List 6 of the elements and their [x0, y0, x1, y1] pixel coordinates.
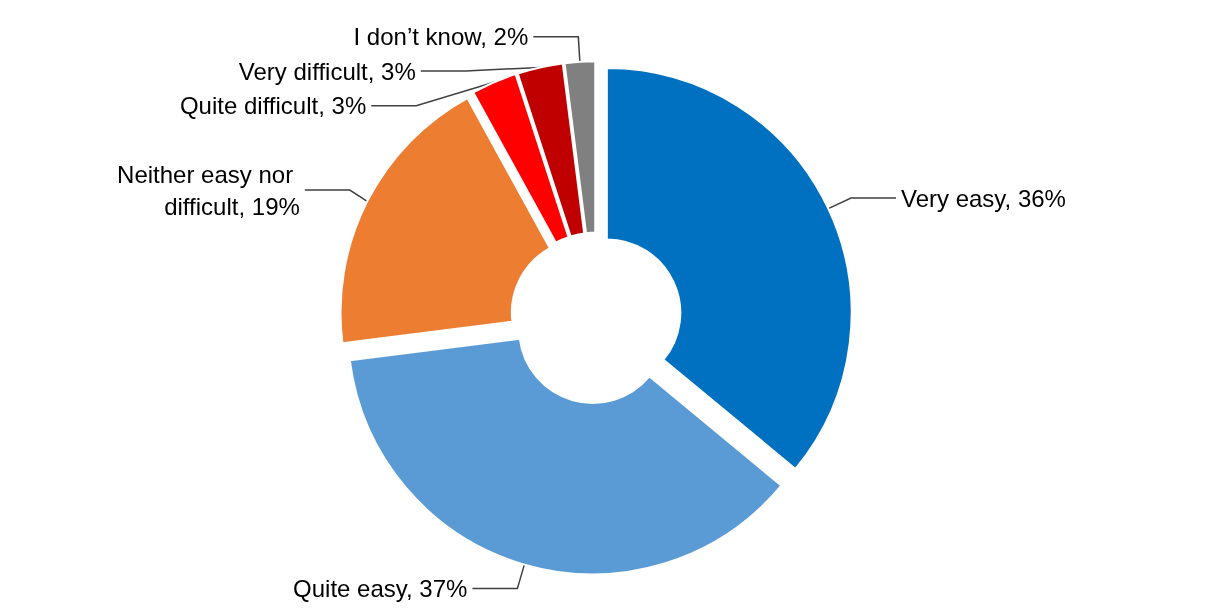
slice-label: Quite easy, 37% — [293, 575, 468, 603]
slice-label: Very easy, 36% — [900, 184, 1066, 212]
slice-label: Very difficult, 3% — [238, 57, 416, 85]
slice-label: I don’t know, 2% — [353, 23, 529, 51]
slice-label: Quite difficult, 3% — [179, 92, 367, 120]
slice-label: Neither easy nor difficult, 19% — [117, 160, 300, 220]
